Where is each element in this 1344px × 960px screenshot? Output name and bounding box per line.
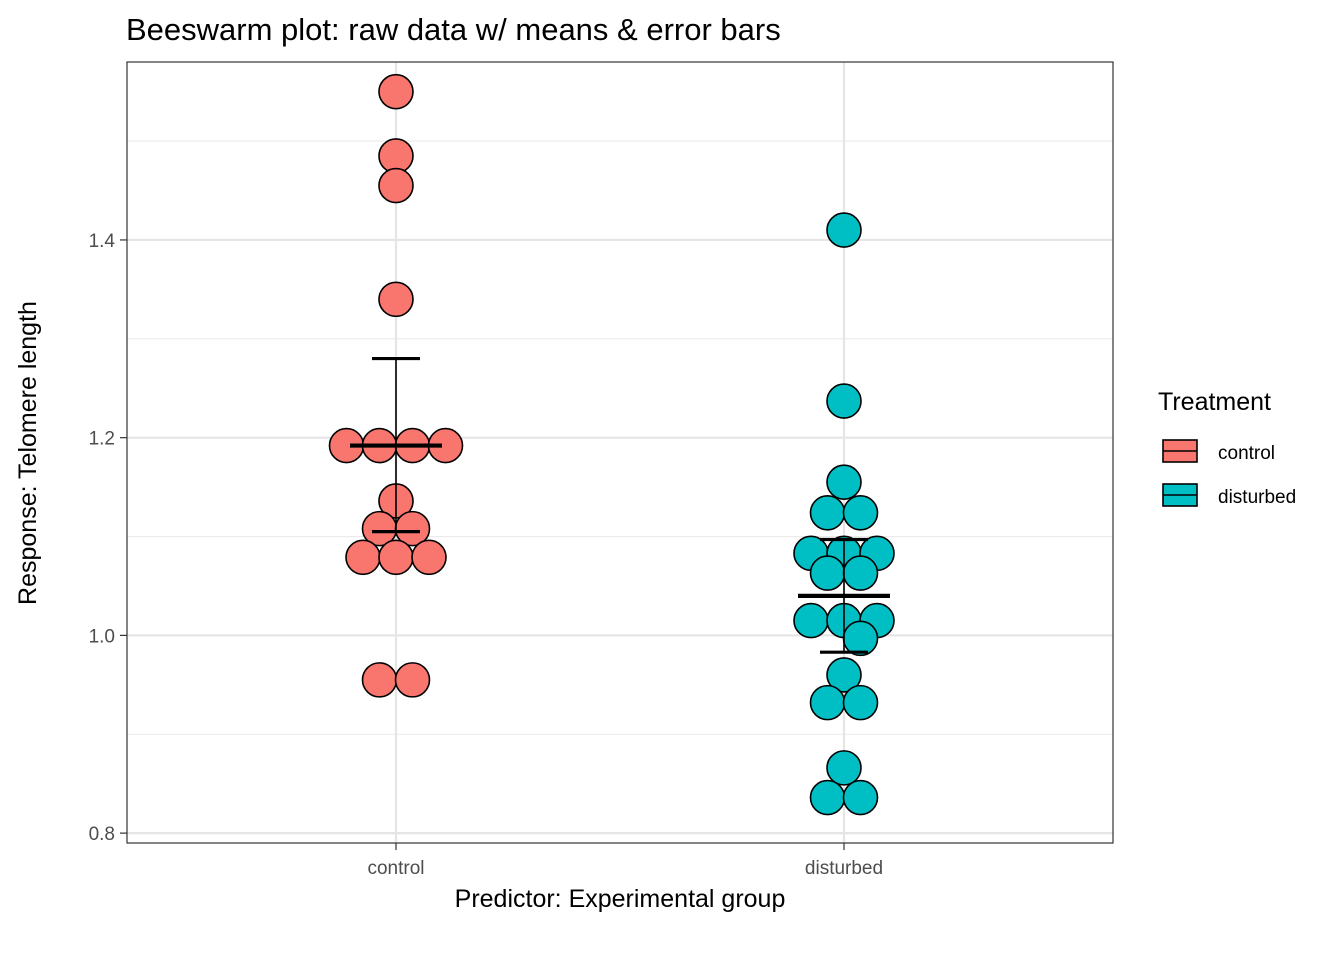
x-axis-title: Predictor: Experimental group [455,885,786,913]
data-point-control [345,539,381,576]
data-point-disturbed [793,602,829,639]
data-point-disturbed [842,620,879,657]
data-point-disturbed [826,464,862,500]
data-point-disturbed [842,495,879,531]
y-tick-label: 1.0 [89,626,115,647]
error-bars [350,356,890,654]
legend-label-control: control [1218,443,1275,464]
data-point-disturbed [826,657,862,693]
data-point-control [378,73,414,110]
y-axis-title: Response: Telomere length [14,301,42,605]
data-point-disturbed [826,212,862,248]
data-point-control [361,662,398,698]
data-point-control [394,662,431,698]
data-point-disturbed [826,750,862,786]
data-point-disturbed [809,495,846,531]
data-point-disturbed [809,779,846,816]
y-tick-label: 1.4 [89,231,116,252]
y-tick-label: 0.8 [89,824,115,845]
data-point-disturbed [826,383,862,419]
data-point-disturbed [842,779,879,816]
plot-panel-border [126,61,1114,844]
x-tick-label: disturbed [805,858,883,879]
data-point-disturbed [842,555,879,591]
data-point-disturbed [842,684,879,721]
data-point-control [378,281,414,318]
data-points [328,73,895,816]
data-point-control [411,539,447,576]
grid [127,62,1113,843]
data-point-control [378,167,414,204]
data-point-control [378,539,414,576]
x-tick-label: control [367,858,424,879]
legend-title: Treatment [1158,388,1271,416]
legend: Treatment control disturbed [1158,388,1296,508]
x-axis: control disturbed [367,843,883,879]
y-axis: 0.8 1.0 1.2 1.4 [89,231,127,845]
data-point-disturbed [809,684,846,721]
chart-title: Beeswarm plot: raw data w/ means & error… [126,12,781,47]
y-tick-label: 1.2 [89,429,115,450]
legend-label-disturbed: disturbed [1218,487,1296,508]
data-point-disturbed [809,555,846,591]
